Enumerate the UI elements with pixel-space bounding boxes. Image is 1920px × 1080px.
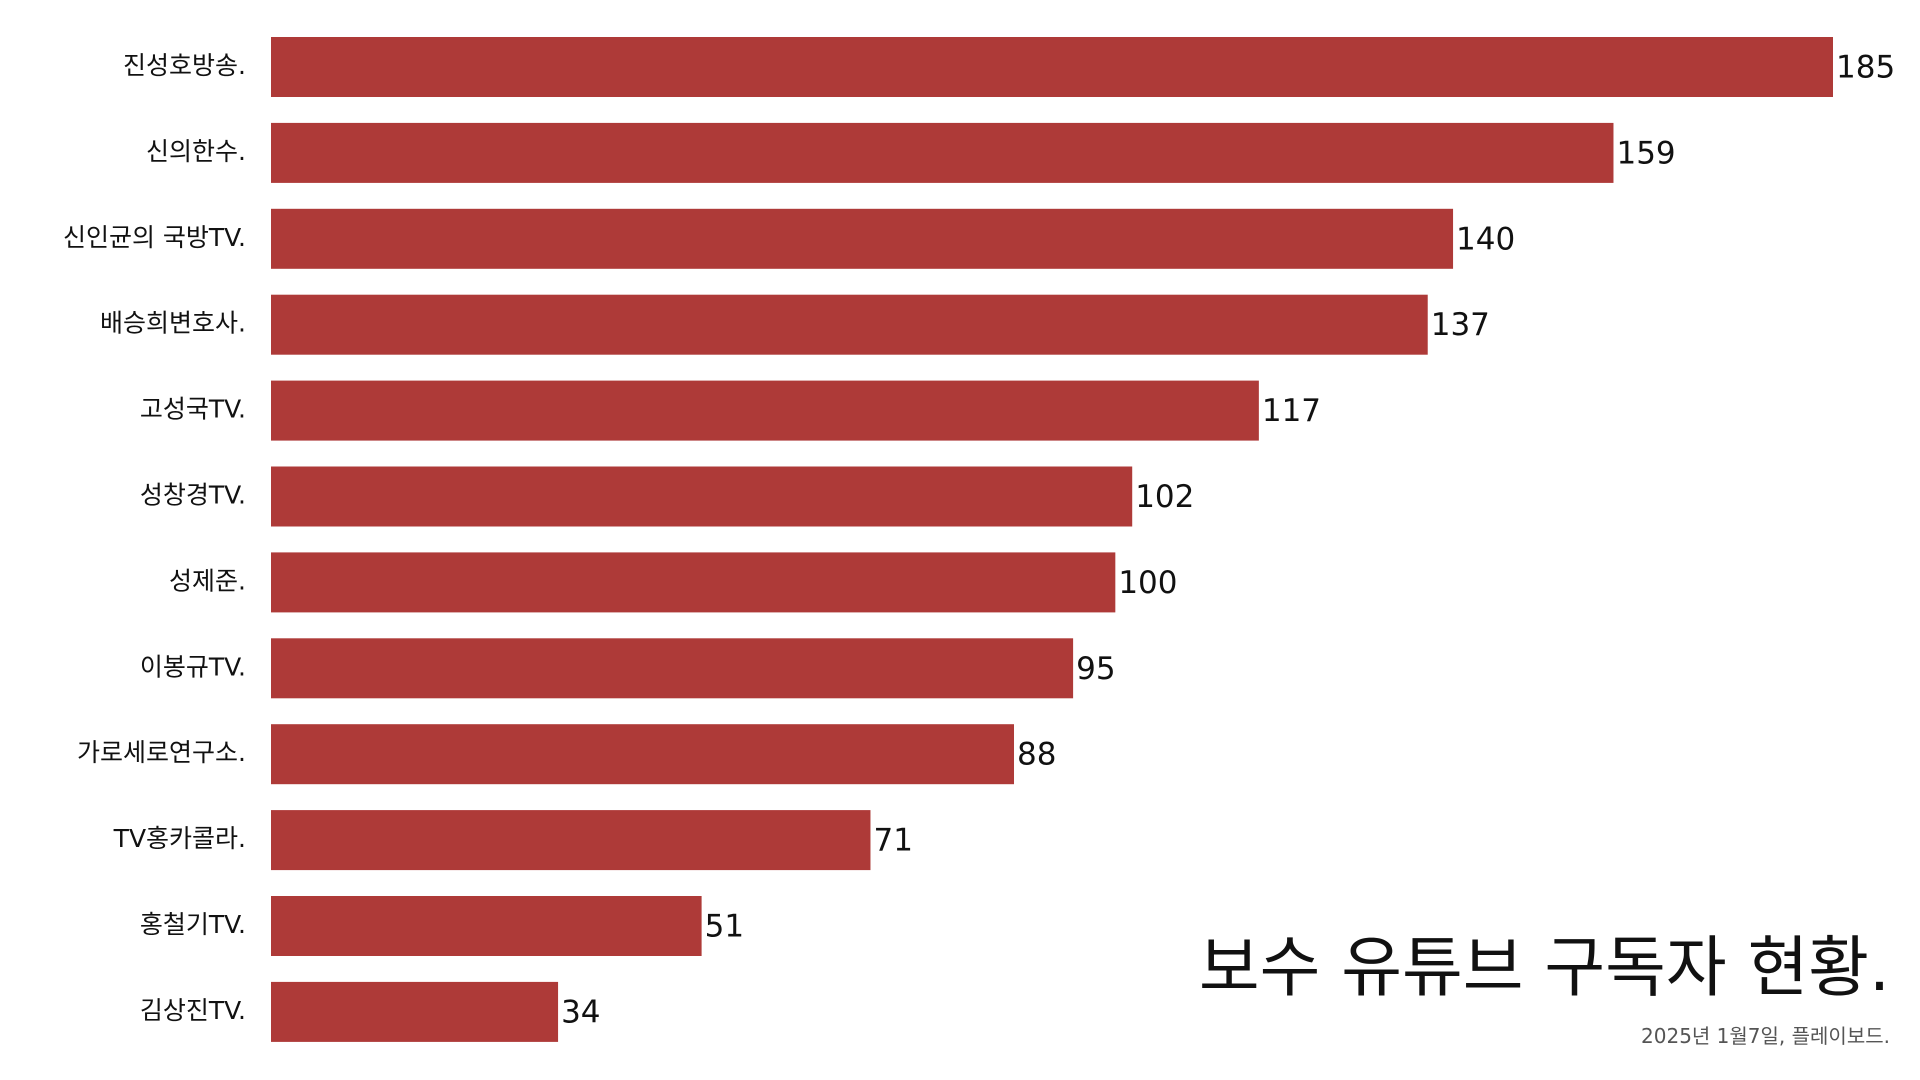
bar: [271, 208, 1454, 269]
chart-title: 보수 유튜브 구독자 현황.: [1199, 929, 1890, 1006]
value-label: 137: [1431, 307, 1490, 343]
y-tick-label: 성창경TV.: [140, 481, 246, 510]
y-tick-label: 홍철기TV.: [140, 910, 246, 939]
bar: [271, 122, 1614, 183]
value-label: 117: [1262, 393, 1321, 429]
value-label: 102: [1135, 479, 1194, 515]
y-tick-label: 신의한수.: [146, 137, 246, 166]
y-tick-label: 가로세로연구소.: [77, 738, 246, 767]
value-label: 95: [1076, 651, 1115, 687]
chart-subtitle: 2025년 1월7일, 플레이보드.: [1641, 1024, 1890, 1048]
y-tick-label: TV홍카콜라.: [113, 824, 246, 853]
value-label: 140: [1456, 221, 1515, 257]
bar: [271, 810, 871, 871]
bar: [271, 294, 1428, 355]
value-label: 71: [873, 823, 912, 859]
bar: [271, 466, 1133, 527]
bar: [271, 37, 1833, 97]
value-label: 100: [1118, 565, 1177, 601]
bar: [271, 380, 1259, 441]
y-tick-label: 신인균의 국방TV.: [63, 223, 246, 252]
value-label: 159: [1616, 135, 1675, 171]
value-label: 51: [705, 909, 744, 945]
y-tick-label: 성제준.: [169, 566, 246, 595]
y-tick-label: 이봉규TV.: [140, 652, 246, 681]
y-tick-label: 진성호방송.: [123, 51, 246, 80]
bar: [271, 724, 1015, 785]
value-label: 34: [561, 994, 600, 1030]
bar: [271, 552, 1116, 613]
y-tick-label: 김상진TV.: [140, 996, 246, 1025]
bar: [271, 896, 702, 956]
bar: [271, 981, 559, 1042]
y-tick-label: 배승희변호사.: [100, 309, 246, 338]
value-label: 185: [1836, 50, 1895, 86]
y-tick-label: 고성국TV.: [140, 395, 246, 424]
value-label: 88: [1017, 737, 1056, 773]
bar: [271, 638, 1074, 699]
